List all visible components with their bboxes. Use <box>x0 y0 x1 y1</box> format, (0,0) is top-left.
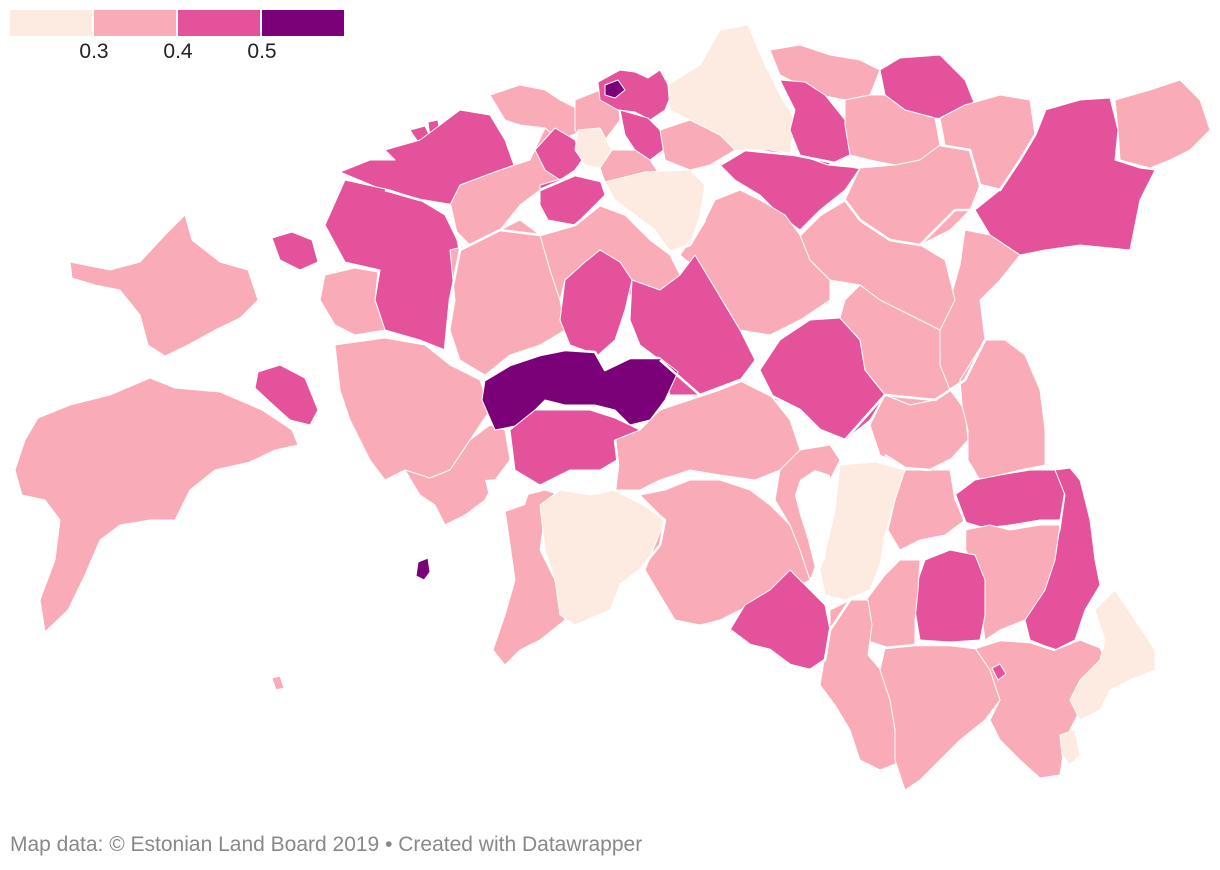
region-vormsi[interactable] <box>271 231 319 271</box>
county-border <box>659 339 987 442</box>
region-ruhnu[interactable] <box>271 675 285 691</box>
legend-swatch-highest <box>262 10 344 36</box>
county-border <box>799 198 975 247</box>
region-saaremaa[interactable] <box>14 377 299 633</box>
county-border <box>459 203 707 254</box>
region-kuusalu-south[interactable] <box>659 119 736 171</box>
county-border <box>384 188 462 351</box>
color-legend: 0.3 0.4 0.5 <box>10 10 346 70</box>
lake-vortsjarv <box>795 470 832 568</box>
county-border <box>484 348 660 382</box>
region-haapsalu[interactable] <box>319 267 386 336</box>
region-kanepi[interactable] <box>914 549 986 643</box>
legend-tick-label: 0.3 <box>79 40 109 63</box>
legend-swatch-lowest <box>10 10 92 36</box>
region-keila[interactable] <box>534 127 583 181</box>
region-muhu[interactable] <box>254 364 319 426</box>
region-parnu-coast[interactable] <box>492 489 566 666</box>
region-setomaa[interactable] <box>1069 589 1156 721</box>
region-voru-west[interactable] <box>879 644 1001 791</box>
region-haljala[interactable] <box>779 79 851 166</box>
county-border <box>884 453 967 548</box>
county-border <box>719 148 861 170</box>
legend-swatch-low <box>94 10 176 36</box>
region-parnu-saarde[interactable] <box>539 489 666 626</box>
region-rae[interactable] <box>619 109 671 161</box>
region-kehtna[interactable] <box>559 249 633 356</box>
region-tallinn-center[interactable] <box>604 79 626 99</box>
county-border <box>939 109 1047 192</box>
county-border <box>539 173 606 192</box>
map-credit: Map data: © Estonian Land Board 2019 • C… <box>10 833 643 856</box>
legend-bar <box>10 10 346 36</box>
county-border <box>613 439 667 587</box>
legend-swatch-high <box>178 10 260 36</box>
legend-tick-label: 0.4 <box>163 40 193 63</box>
region-hiiumaa[interactable] <box>69 214 259 357</box>
region-harju-west[interactable] <box>489 84 586 141</box>
legend-ticks: 0.3 0.4 0.5 <box>10 36 346 66</box>
region-laane-coast[interactable] <box>404 424 511 526</box>
bay-parnu <box>485 478 530 512</box>
legend-tick-label: 0.5 <box>247 40 277 63</box>
region-kihnu[interactable] <box>415 557 431 581</box>
region-kastre[interactable] <box>959 339 1046 481</box>
region-voru-small[interactable] <box>991 663 1007 681</box>
region-tapa[interactable] <box>719 149 861 231</box>
region-setomaa-south[interactable] <box>1059 729 1081 766</box>
region-tartu-city[interactable] <box>887 469 966 551</box>
region-peipsiaare[interactable] <box>954 469 1066 529</box>
region-narva-joesuu[interactable] <box>1114 79 1211 169</box>
county-border <box>729 599 852 672</box>
county-border <box>884 638 1056 652</box>
